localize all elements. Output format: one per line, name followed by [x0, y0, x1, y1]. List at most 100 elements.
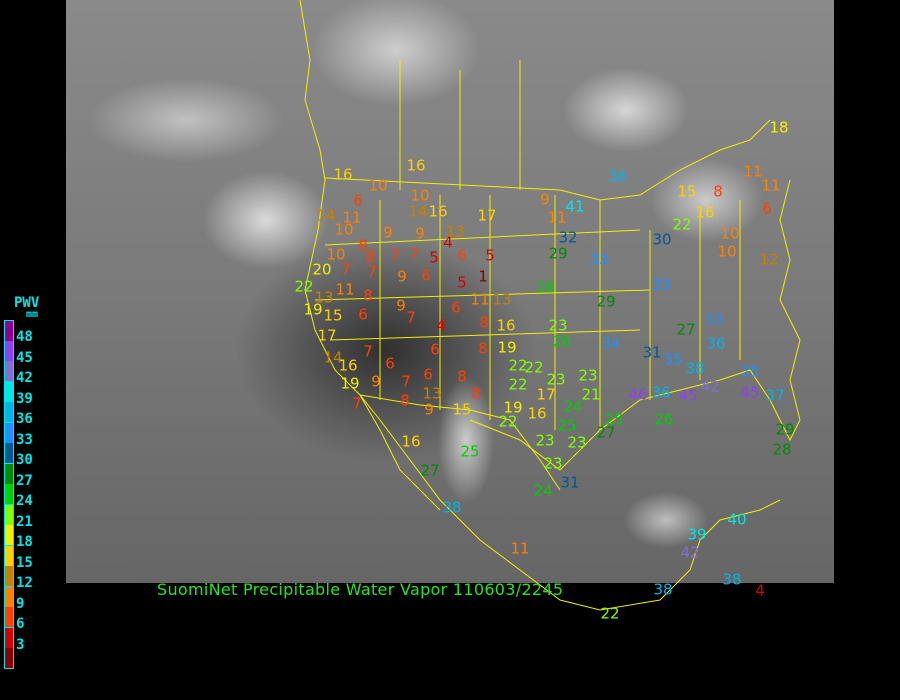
station-pwv-value: 7	[352, 394, 362, 413]
station-pwv-value: 21	[581, 385, 601, 404]
legend-label: 48	[16, 329, 33, 345]
station-pwv-value: 6	[353, 191, 363, 210]
station-pwv-value: 33	[589, 250, 609, 269]
legend-swatch	[4, 381, 14, 403]
legend-label: 6	[16, 616, 25, 632]
station-pwv-value: 16	[401, 432, 421, 451]
station-pwv-value: 36	[651, 383, 671, 402]
station-pwv-value: 6	[385, 354, 395, 373]
station-pwv-value: 10	[720, 224, 740, 243]
station-pwv-value: 9	[371, 372, 381, 391]
station-pwv-value: 10	[334, 220, 354, 239]
station-pwv-value: 20	[312, 260, 332, 279]
station-pwv-value: 13	[314, 288, 334, 307]
station-pwv-value: 11	[761, 176, 781, 195]
station-pwv-value: 4	[443, 233, 453, 252]
legend-label: 33	[16, 431, 33, 448]
station-pwv-value: 29	[775, 420, 795, 439]
station-pwv-value: 5	[485, 246, 495, 265]
station-pwv-value: 1	[478, 267, 488, 286]
legend-swatch	[4, 443, 14, 464]
legend-label: 12	[16, 575, 33, 591]
station-pwv-value: 8	[400, 391, 410, 410]
legend-swatch	[4, 402, 14, 423]
station-pwv-value: 8	[457, 367, 467, 386]
legend-swatch	[4, 484, 14, 505]
legend-swatch	[4, 648, 14, 669]
station-pwv-value: 15	[323, 306, 343, 325]
station-pwv-value: 8	[479, 313, 489, 332]
legend-swatch	[4, 525, 14, 546]
station-pwv-value: 31	[560, 473, 580, 492]
station-pwv-value: 4	[755, 581, 765, 600]
station-pwv-value: 8	[478, 339, 488, 358]
station-pwv-value: 7	[390, 246, 400, 265]
station-pwv-value: 6	[430, 340, 440, 359]
station-pwv-value: 6	[421, 266, 431, 285]
station-pwv-value: 13	[492, 290, 512, 309]
station-pwv-value: 10	[326, 245, 346, 264]
station-pwv-value: 24	[533, 481, 553, 500]
station-pwv-value: 11	[342, 208, 362, 227]
station-pwv-value: 40	[727, 510, 747, 529]
station-pwv-value: 12	[759, 250, 779, 269]
station-pwv-value: 23	[535, 431, 555, 450]
station-pwv-value: 10	[717, 242, 737, 261]
station-pwv-value: 8	[713, 182, 723, 201]
station-pwv-value: 38	[653, 580, 673, 599]
legend-label: 21	[16, 513, 33, 530]
station-pwv-value: 25	[604, 410, 624, 429]
station-pwv-value: 15	[677, 182, 697, 201]
station-pwv-value: 41	[565, 197, 585, 216]
station-pwv-value: 36	[706, 334, 726, 353]
legend-label: 36	[16, 411, 33, 427]
station-pwv-value: 10	[410, 186, 430, 205]
station-pwv-value: 22	[294, 277, 314, 296]
station-pwv-value: 19	[340, 374, 360, 393]
legend-label: 30	[16, 452, 33, 468]
station-pwv-value: 29	[548, 244, 568, 263]
station-pwv-value: 11	[743, 162, 763, 181]
station-pwv-value: 22	[508, 356, 528, 375]
station-pwv-value: 25	[557, 416, 577, 435]
legend-label: 27	[16, 472, 33, 489]
station-pwv-value: 6	[457, 246, 467, 265]
legend-label: 3	[16, 636, 25, 653]
gulf-coast	[469, 179, 801, 471]
legend-swatch	[4, 361, 14, 382]
station-pwv-value: 28	[772, 440, 792, 459]
station-pwv-value: 7	[341, 260, 351, 279]
station-pwv-value: 42	[700, 377, 720, 396]
station-pwv-value: 9	[424, 400, 434, 419]
station-pwv-value: 36	[608, 167, 628, 186]
legend-swatch	[4, 504, 14, 526]
station-pwv-value: 8	[363, 286, 373, 305]
station-pwv-value: 7	[406, 308, 416, 327]
station-pwv-value: 9	[397, 267, 407, 286]
station-pwv-value: 30	[652, 230, 672, 249]
station-pwv-value: 39	[687, 525, 707, 544]
station-pwv-value: 45	[740, 383, 760, 402]
station-pwv-value: 19	[303, 300, 323, 319]
station-pwv-value: 22	[524, 358, 544, 377]
station-pwv-value: 5	[457, 273, 467, 292]
station-pwv-value: 14	[323, 348, 343, 367]
station-pwv-value: 17	[536, 385, 556, 404]
station-pwv-value: 14	[316, 206, 336, 225]
station-pwv-value: 18	[769, 118, 789, 137]
station-pwv-value: 9	[415, 224, 425, 243]
station-pwv-value: 35	[740, 362, 760, 381]
station-pwv-value: 27	[420, 461, 440, 480]
state-lines	[314, 60, 741, 430]
station-pwv-value: 13	[445, 222, 465, 241]
station-pwv-value: 32	[558, 228, 578, 247]
legend-label: 42	[16, 370, 33, 386]
legend-swatch	[4, 545, 14, 567]
map-title: SuomiNet Precipitable Water Vapor 110603…	[157, 580, 564, 599]
station-pwv-value: 22	[600, 604, 620, 623]
legend-label: 39	[16, 390, 33, 407]
station-pwv-value: 11	[547, 208, 567, 227]
station-pwv-value: 5	[429, 248, 439, 267]
station-pwv-value: 33	[651, 275, 671, 294]
station-pwv-value: 6	[358, 305, 368, 324]
